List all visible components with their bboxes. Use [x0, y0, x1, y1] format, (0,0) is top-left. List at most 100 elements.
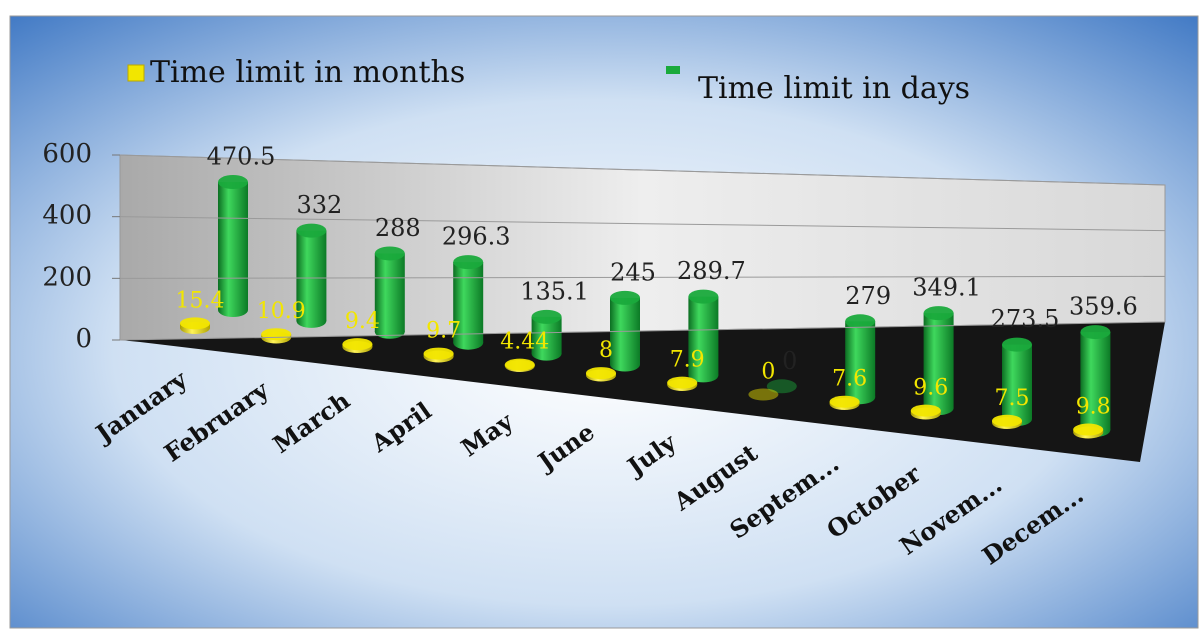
legend-swatch [127, 64, 145, 82]
cylinder [504, 358, 535, 372]
cylinder-base [296, 313, 327, 328]
data-label: 7.6 [832, 367, 867, 392]
cylinder-base [610, 357, 640, 372]
cylinder [342, 338, 373, 353]
grid-line [119, 275, 1166, 279]
cylinder-body [296, 230, 327, 321]
cylinder [748, 388, 779, 401]
legend-label: Time limit in days [698, 71, 970, 106]
cylinder [1073, 423, 1104, 439]
grid-line [119, 321, 1166, 341]
data-label: 7.9 [670, 348, 705, 373]
y-tick-label: 600 [42, 139, 92, 169]
data-label: 9.7 [426, 319, 461, 344]
data-label: 359.6 [1069, 293, 1138, 321]
cylinder-body [1080, 332, 1111, 430]
data-label: 470.5 [207, 143, 276, 171]
cylinder [1080, 325, 1111, 437]
y-tick-label: 0 [75, 324, 92, 354]
y-tick-label: 400 [42, 201, 92, 231]
cylinder [296, 223, 327, 328]
data-label: 7.5 [995, 386, 1030, 411]
data-label: 0 [782, 347, 797, 375]
cylinder [910, 404, 941, 420]
data-label: 273.5 [991, 305, 1060, 333]
cylinder-top [504, 358, 535, 371]
cylinder-flat [748, 388, 779, 401]
data-label: 9.4 [345, 309, 380, 334]
cylinder-body [374, 253, 405, 332]
cylinder-flat [766, 379, 797, 394]
cylinder-top [374, 246, 405, 261]
cylinder-top [688, 289, 719, 304]
cylinder-top [423, 347, 454, 360]
cylinder [688, 289, 719, 383]
cylinder [423, 347, 454, 363]
data-label: 0 [761, 360, 775, 385]
cylinder [453, 255, 484, 350]
cylinder-top [218, 175, 248, 190]
data-label: 289.7 [677, 257, 746, 285]
data-label: 332 [296, 191, 342, 219]
cylinder-top [845, 314, 876, 329]
data-label: 4.44 [500, 330, 549, 355]
cylinder-base [218, 303, 248, 317]
cylinder [218, 175, 248, 317]
cylinder-top [261, 328, 292, 341]
cylinder-top [992, 414, 1022, 427]
cylinder-top [1080, 325, 1111, 340]
cylinder-top [829, 395, 860, 408]
cylinder-top [1002, 337, 1032, 352]
cylinder-base [531, 346, 562, 361]
y-tick-label: 200 [42, 262, 92, 292]
cylinder-body [845, 321, 876, 398]
legend-label: Time limit in months [150, 55, 465, 90]
cylinder-top [910, 404, 941, 417]
grid-line [119, 154, 1166, 186]
cylinder [261, 328, 292, 344]
data-label: 135.1 [520, 277, 589, 305]
cylinder-base [453, 335, 484, 350]
cylinder-top [453, 255, 484, 270]
data-label: 245 [610, 258, 656, 286]
cylinder [586, 367, 616, 382]
cylinder-body [1002, 344, 1032, 419]
floor [120, 322, 1165, 462]
cylinder-top [667, 376, 698, 389]
cylinder-top [923, 306, 954, 321]
cylinder-top [586, 367, 616, 380]
data-label: 9.6 [913, 376, 948, 401]
cylinder [845, 314, 876, 405]
cylinder-base [688, 368, 719, 383]
cylinder [667, 376, 698, 391]
marks [180, 175, 1111, 439]
cylinder-top [180, 317, 210, 330]
data-label: 288 [375, 214, 421, 242]
data-label: 10.9 [257, 299, 306, 324]
cylinder [766, 379, 797, 394]
cylinder-top [342, 338, 373, 351]
data-label: 279 [845, 282, 891, 310]
cylinder [829, 395, 860, 410]
data-label: 8 [599, 338, 613, 363]
cylinder [374, 246, 405, 339]
cylinder-body [453, 262, 484, 343]
grid-line [119, 216, 1166, 232]
cylinder [531, 309, 562, 361]
cylinder-top [296, 223, 327, 238]
cylinder-body [688, 296, 719, 376]
data-label: 349.1 [912, 274, 981, 302]
cylinder-body [923, 313, 954, 409]
data-label: 296.3 [442, 223, 511, 251]
cylinder-top [1073, 423, 1104, 436]
data-label: 15.4 [176, 288, 225, 313]
cylinder [1002, 337, 1032, 426]
cylinder [610, 290, 640, 372]
legend-swatch [666, 66, 680, 74]
cylinder-top [531, 309, 562, 324]
cylinder-body [218, 182, 248, 310]
data-label: 9.8 [1076, 395, 1111, 420]
cylinder [992, 414, 1022, 429]
